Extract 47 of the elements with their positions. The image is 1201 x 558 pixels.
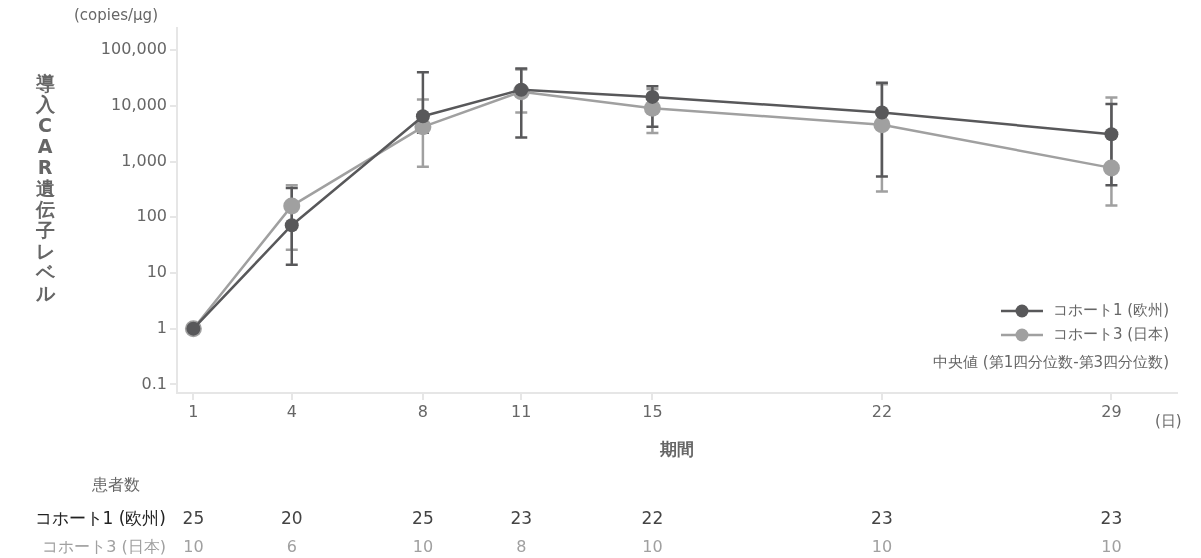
text: (日) [1155,411,1182,430]
x-tick-label: 4 [286,401,297,421]
point [1104,127,1119,142]
y-tick-label: 10 [146,262,167,282]
x-tick-label: 1 [188,401,199,421]
text: 23 [510,508,533,529]
text: コホート3 (日本) [42,537,166,557]
text: コホート1 (欧州) [34,508,166,529]
y-tick-label: 10,000 [111,95,167,115]
text: 導入CAR遺伝子レベル [35,72,55,305]
text: 10 [642,537,663,557]
y-tick-label: 1 [156,317,167,337]
text: 23 [1100,508,1123,529]
text: 8 [516,537,527,557]
point [415,109,430,124]
text: 10 [183,537,204,557]
text: 10 [871,537,893,557]
legend-label: コホート3 (日本) [1052,324,1169,343]
point [1102,159,1120,177]
text: 22 [641,508,664,529]
point [514,82,529,97]
text: 23 [871,508,893,529]
text: 6 [286,537,297,557]
text: 患者数 [91,475,140,495]
point [873,116,891,134]
y-tick-label: 0.1 [141,373,167,393]
text: 20 [280,508,303,529]
text: 10 [1101,537,1122,557]
x-tick-label: 22 [871,401,893,421]
x-tick-label: 15 [642,401,663,421]
text: 25 [412,508,434,529]
point [645,89,660,104]
text: (copies/μg) [74,5,158,24]
y-tick-label: 1,000 [121,150,167,170]
legend-label: コホート1 (欧州) [1052,300,1169,319]
x-tick-label: 8 [417,401,428,421]
x-tick-label: 11 [511,401,532,421]
text: 10 [412,537,434,557]
y-tick-label: 100,000 [100,39,167,59]
point [284,218,299,233]
annotation: 中央値 (第1四分位数-第3四分位数) [933,352,1169,371]
x-tick-label: 29 [1101,401,1122,421]
x-axis-title: 期間 [659,439,694,460]
text: 25 [182,508,205,529]
point [283,197,301,215]
y-tick-label: 100 [136,206,167,226]
point [874,105,889,120]
